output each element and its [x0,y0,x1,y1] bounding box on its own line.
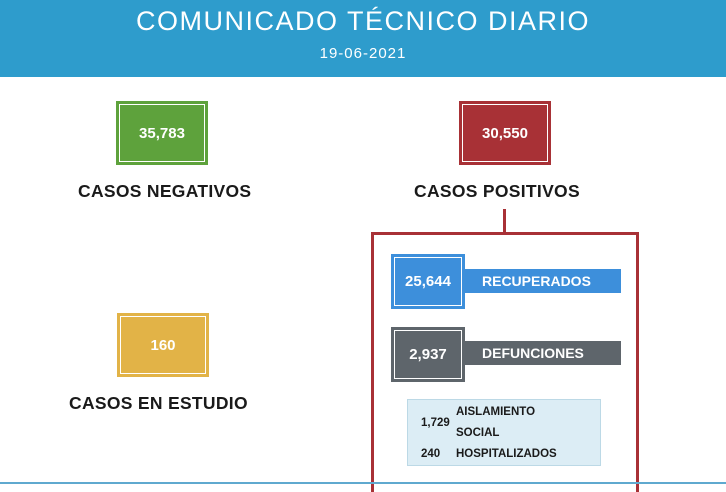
footer-divider [0,482,726,484]
defunciones-label: DEFUNCIONES [482,345,584,361]
recuperados-label: RECUPERADOS [482,273,591,289]
estudio-card: 160 [117,313,209,377]
aislamiento-label-line1: AISLAMIENTO [456,406,536,418]
recuperados-value: 25,644 [405,273,451,290]
aislamiento-label-line2: SOCIAL [456,427,500,439]
positivos-label: CASOS POSITIVOS [414,181,580,201]
recuperados-value-box: 25,644 [391,254,465,309]
page-title: COMUNICADO TÉCNICO DIARIO [135,6,591,36]
negativos-card: 35,783 [116,101,208,165]
aislamiento-value: 1,729 [421,417,450,429]
defunciones-value-box: 2,937 [391,327,465,382]
detail-panel: 1,729 AISLAMIENTO SOCIAL 240 HOSPITALIZA… [407,399,601,466]
positivos-value: 30,550 [482,124,528,142]
header-banner: COMUNICADO TÉCNICO DIARIO 19-06-2021 [0,0,726,77]
negativos-value: 35,783 [139,124,185,142]
estudio-value: 160 [150,336,176,354]
hospitalizados-value: 240 [421,448,441,460]
defunciones-value: 2,937 [409,346,447,363]
report-date: 19-06-2021 [319,45,407,62]
positivos-connector [503,209,506,234]
positivos-card: 30,550 [459,101,551,165]
negativos-label: CASOS NEGATIVOS [78,181,252,201]
positivos-breakdown-frame [371,232,639,492]
hospitalizados-label: HOSPITALIZADOS [456,448,557,460]
estudio-label: CASOS EN ESTUDIO [69,393,248,413]
